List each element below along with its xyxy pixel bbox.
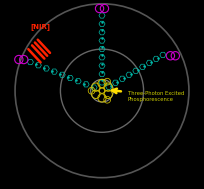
Text: Three-Photon Excited
Phosphorescence: Three-Photon Excited Phosphorescence [128, 91, 184, 102]
Text: [NIR]: [NIR] [31, 23, 51, 30]
